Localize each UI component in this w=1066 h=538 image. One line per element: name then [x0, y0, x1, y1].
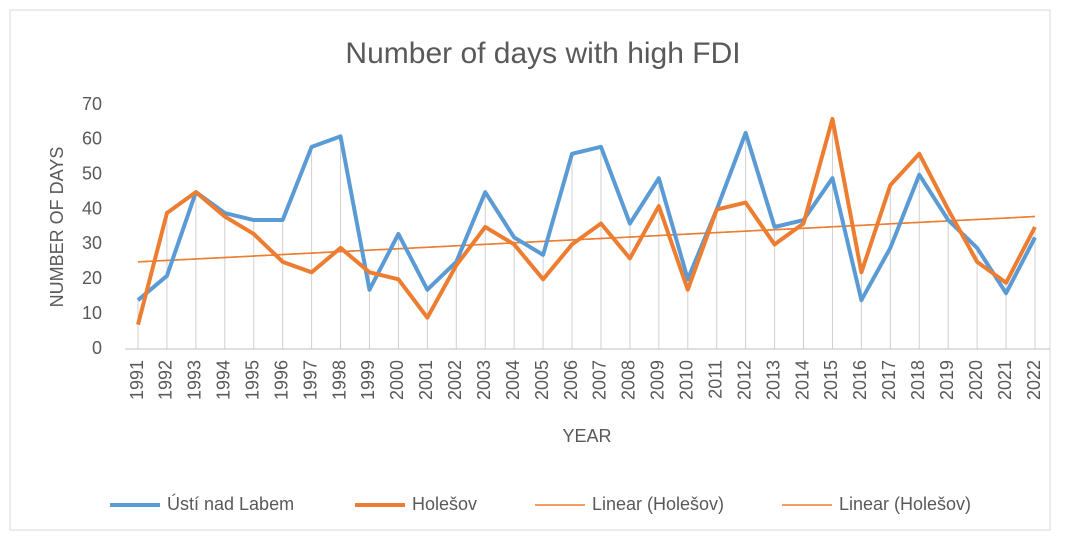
y-tick-label: 10	[82, 303, 102, 323]
x-tick-label: 2004	[503, 360, 523, 400]
x-tick-label: 1995	[242, 360, 262, 400]
x-tick-label: 2015	[821, 360, 841, 400]
legend-label: Holešov	[412, 494, 477, 514]
x-tick-label: 1991	[127, 360, 147, 400]
x-tick-label: 2010	[677, 360, 697, 400]
x-tick-label: 2017	[879, 360, 899, 400]
x-tick-label: 2021	[995, 360, 1015, 400]
y-tick-label: 20	[82, 268, 102, 288]
x-tick-label: 2006	[561, 360, 581, 400]
x-tick-label: 2022	[1024, 360, 1044, 400]
y-tick-label: 30	[82, 233, 102, 253]
x-tick-label: 2000	[387, 360, 407, 400]
x-tick-label: 2007	[590, 360, 610, 400]
x-tick-label: 2013	[763, 360, 783, 400]
chart-border	[9, 9, 1051, 531]
x-tick-label: 2005	[532, 360, 552, 400]
x-tick-label: 1997	[300, 360, 320, 400]
x-tick-label: 2002	[445, 360, 465, 400]
x-axis-label: YEAR	[562, 426, 611, 446]
x-tick-label: 2003	[474, 360, 494, 400]
series-line	[136, 116, 1037, 326]
x-tick-label: 2016	[850, 360, 870, 400]
x-tick-label: 1999	[358, 360, 378, 400]
x-tick-label: 2014	[792, 360, 812, 400]
y-tick-label: 0	[92, 338, 102, 358]
y-axis-label: NUMBER OF DAYS	[47, 147, 67, 308]
x-tick-label: 2008	[619, 360, 639, 400]
trend-line	[137, 215, 1036, 263]
x-tick-label: 1994	[214, 360, 234, 400]
x-tick-label: 2011	[705, 360, 725, 399]
x-tick-label: 1993	[185, 360, 205, 400]
x-tick-label: 2012	[734, 360, 754, 400]
y-tick-label: 40	[82, 198, 102, 218]
x-tick-label: 1998	[329, 360, 349, 400]
y-tick-label: 60	[82, 129, 102, 149]
y-tick-label: 70	[82, 94, 102, 114]
x-tick-label: 2020	[966, 360, 986, 400]
x-tick-label: 2019	[937, 360, 957, 400]
chart-title: Number of days with high FDI	[345, 37, 740, 70]
x-tick-label: 1996	[271, 360, 291, 400]
legend-label: Linear (Holešov)	[592, 494, 724, 514]
x-tick-label: 2009	[648, 360, 668, 400]
x-tick-label: 1992	[156, 360, 176, 400]
x-tick-label: 2001	[416, 360, 436, 400]
legend-label: Ústí nad Labem	[167, 493, 294, 514]
legend-label: Linear (Holešov)	[839, 494, 971, 514]
y-tick-label: 50	[82, 163, 102, 183]
series-line	[136, 130, 1037, 303]
x-tick-label: 2018	[908, 360, 928, 400]
